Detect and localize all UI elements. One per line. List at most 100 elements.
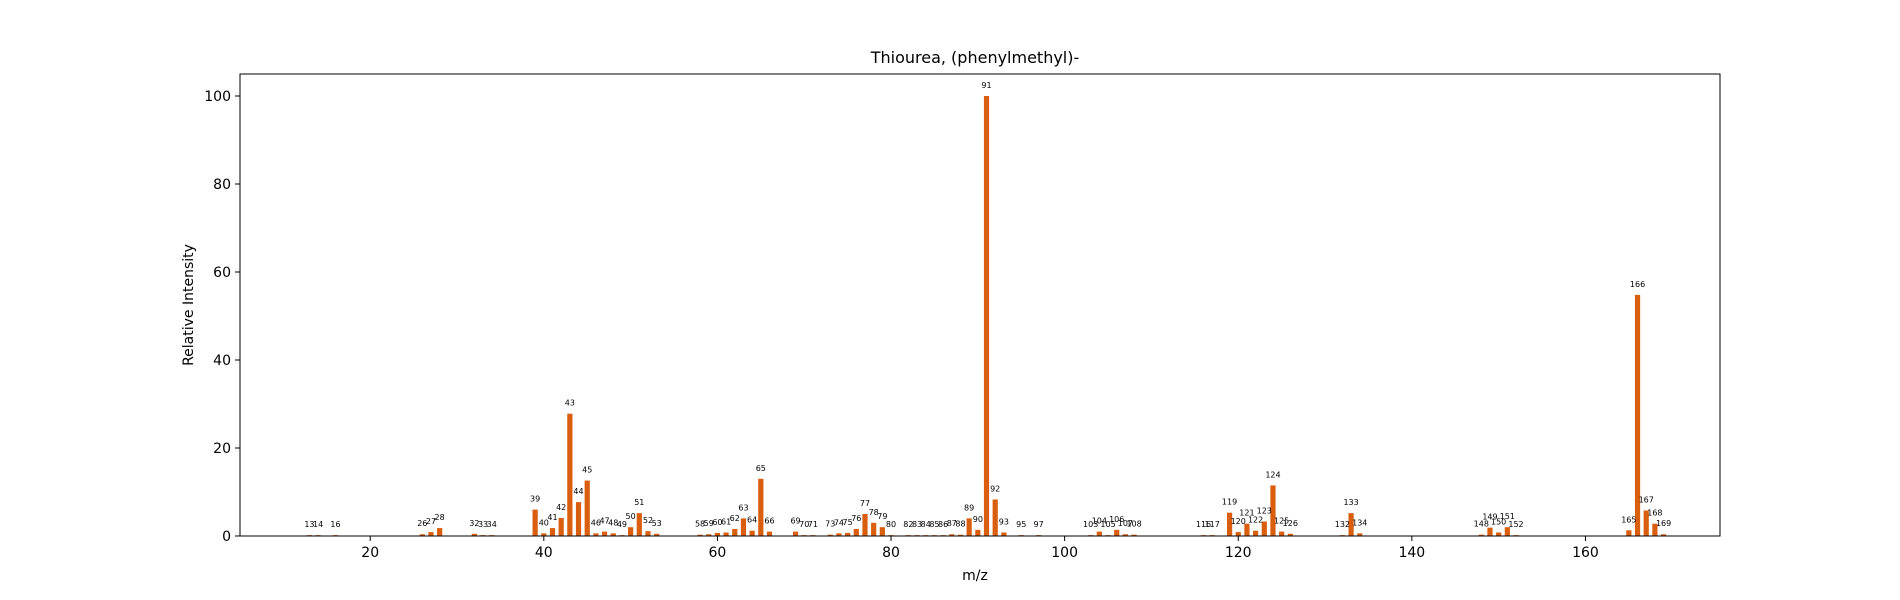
- peak-label: 91: [981, 81, 991, 90]
- y-tick-label: 80: [213, 177, 231, 193]
- peak-label: 108: [1126, 520, 1141, 529]
- spectrum-bar: [549, 528, 556, 536]
- spectrum-bar: [1131, 534, 1137, 536]
- peak-label: 13: [304, 520, 314, 529]
- peak-label: 148: [1474, 520, 1489, 529]
- spectrum-bar: [654, 533, 660, 536]
- peak-label: 34: [487, 520, 497, 529]
- spectrum-bar: [645, 531, 651, 536]
- peak-label: 62: [730, 514, 740, 523]
- peak-label: 119: [1222, 498, 1237, 507]
- peak-label: 89: [964, 503, 974, 512]
- spectrum-bar: [567, 413, 573, 536]
- peak-label: 151: [1500, 512, 1515, 521]
- peak-label: 80: [886, 520, 896, 529]
- peak-label: 41: [547, 513, 557, 522]
- peak-label: 33: [478, 520, 488, 529]
- spectrum-bar: [827, 534, 833, 536]
- peak-label: 46: [591, 518, 601, 527]
- spectrum-bar: [723, 532, 729, 536]
- peak-label: 32: [469, 519, 479, 528]
- peak-label: 125: [1274, 517, 1289, 526]
- peak-label: 47: [599, 517, 609, 526]
- peak-label: 61: [721, 517, 731, 526]
- x-tick-label: 20: [361, 545, 379, 561]
- spectrum-bar: [636, 513, 642, 536]
- spectrum-bar: [1626, 530, 1632, 536]
- spectrum-bar: [1287, 533, 1293, 536]
- peak-label: 120: [1231, 517, 1246, 526]
- spectrum-bar: [419, 534, 425, 536]
- peak-label: 97: [1033, 520, 1043, 529]
- peak-label: 48: [608, 518, 618, 527]
- spectrum-bar: [437, 528, 443, 536]
- peak-label: 95: [1016, 520, 1026, 529]
- peak-label: 60: [712, 518, 722, 527]
- peak-label: 52: [643, 516, 653, 525]
- peak-label: 169: [1656, 519, 1671, 528]
- peak-label: 73: [825, 520, 835, 529]
- spectrum-bar: [1487, 527, 1493, 536]
- spectrum-bar: [1253, 530, 1259, 536]
- spectrum-bar: [758, 478, 764, 536]
- peak-label: 93: [999, 517, 1009, 526]
- spectrum-bar: [1235, 532, 1241, 536]
- spectrum-bar: [1096, 531, 1102, 536]
- spectrum-bar: [532, 509, 538, 536]
- peak-label: 63: [738, 503, 748, 512]
- peak-label: 122: [1248, 516, 1263, 525]
- peak-label: 65: [756, 464, 766, 473]
- peak-label: 92: [990, 484, 1000, 493]
- spectrum-bar: [1357, 533, 1363, 536]
- spectrum-bar: [1652, 523, 1658, 536]
- spectrum-bar: [949, 534, 955, 536]
- spectrum-bar: [1634, 294, 1641, 536]
- peak-label: 26: [417, 519, 427, 528]
- spectrum-bar: [740, 518, 747, 536]
- peak-label: 83: [912, 520, 922, 529]
- peak-label: 117: [1205, 520, 1220, 529]
- x-axis-ticks: 20 40 60 80 100 120 140 160: [361, 536, 1599, 561]
- spectrum-bar: [766, 531, 773, 536]
- spectrum-bar: [1261, 521, 1267, 536]
- spectrum-bar: [1504, 527, 1510, 536]
- peak-label: 134: [1352, 518, 1367, 527]
- peak-label: 85: [929, 520, 939, 529]
- spectrum-bar: [541, 533, 547, 536]
- peak-label: 39: [530, 495, 540, 504]
- peak-label: 133: [1343, 498, 1358, 507]
- spectrum-bar: [1660, 534, 1667, 536]
- spectrum-bar: [862, 514, 868, 536]
- spectrum-bar: [1643, 510, 1649, 536]
- peak-label: 165: [1621, 515, 1636, 524]
- spectrum-bar: [749, 530, 755, 536]
- peak-label: 53: [652, 519, 662, 528]
- peak-label: 66: [764, 517, 774, 526]
- spectrum-bar: [714, 532, 721, 536]
- peak-label: 79: [877, 512, 887, 521]
- peak-label: 51: [634, 498, 644, 507]
- spectrum-bar: [1226, 512, 1233, 536]
- y-axis-label: Relative Intensity: [181, 244, 197, 366]
- y-tick-label: 60: [213, 265, 231, 281]
- x-tick-label: 120: [1225, 545, 1252, 561]
- peak-label: 107: [1118, 519, 1133, 528]
- peak-label: 71: [808, 520, 818, 529]
- spectrum-bar: [706, 534, 712, 536]
- peak-label: 87: [947, 519, 957, 528]
- peak-label: 40: [539, 518, 549, 527]
- spectrum-bar: [1270, 485, 1276, 536]
- spectrum-bar: [1122, 534, 1128, 536]
- peak-label: 49: [617, 520, 627, 529]
- peak-label: 74: [834, 518, 844, 527]
- peak-label: 75: [843, 518, 853, 527]
- spectrum-bar: [1279, 531, 1285, 536]
- peak-label: 76: [851, 514, 861, 523]
- peak-label: 14: [313, 520, 323, 529]
- spectrum-bar: [975, 529, 981, 536]
- peak-label: 77: [860, 499, 870, 508]
- peak-label: 43: [565, 399, 575, 408]
- peak-label: 121: [1239, 509, 1254, 518]
